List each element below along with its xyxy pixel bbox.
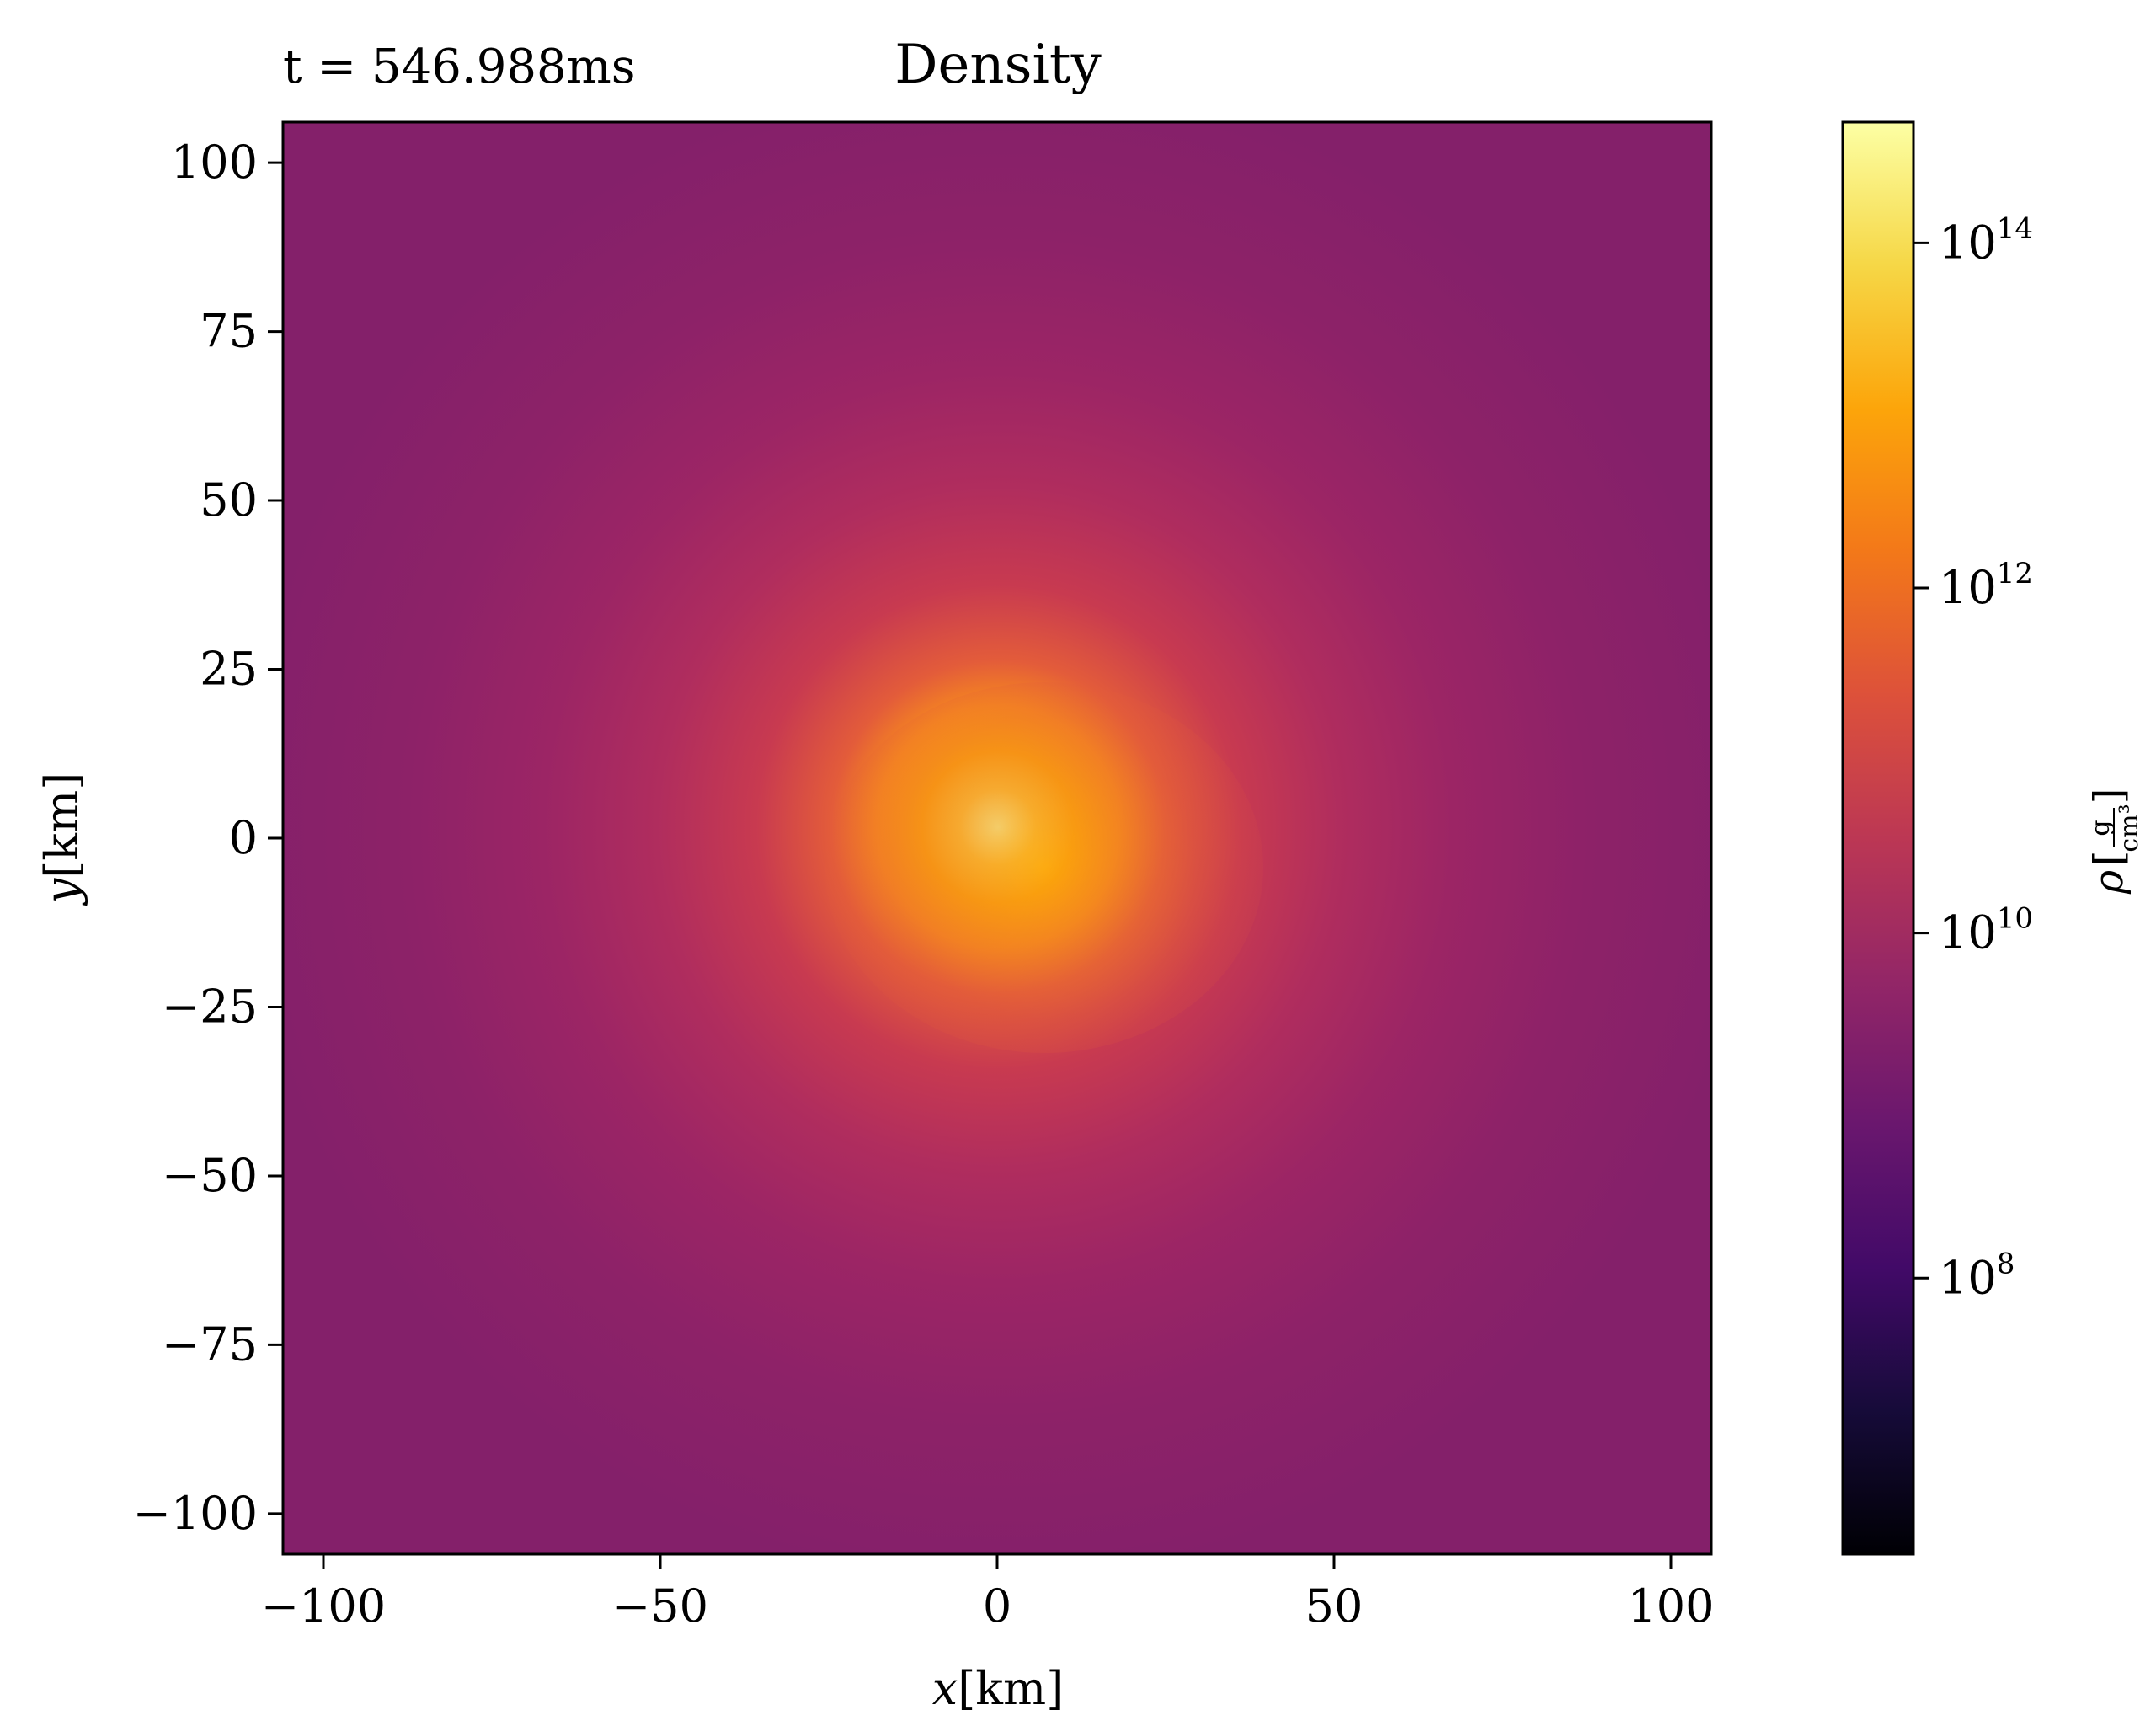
time-label: t = 546.988ms (283, 40, 635, 94)
colorbar-tick-label: 108 (1939, 1247, 2015, 1304)
colorbar-label-var: ρ (2085, 870, 2132, 895)
colorbar-gradient (1843, 122, 1913, 1554)
x-tick-label: 0 (983, 1579, 1011, 1632)
x-axis-label-unit: [km] (958, 1662, 1064, 1715)
y-tick-label: −50 (162, 1149, 258, 1202)
y-tick-label: 25 (200, 643, 258, 696)
colorbar-bracket-left: [ (2085, 851, 2132, 867)
colorbar-bracket-right: ] (2085, 788, 2132, 804)
y-axis-label-var: y (35, 877, 88, 906)
x-axis-ticks: −100 −50 0 50 100 (261, 1554, 1715, 1632)
x-tick-label: −100 (261, 1579, 386, 1632)
y-axis-label-unit: [km] (35, 772, 88, 879)
y-tick-label: −75 (162, 1317, 258, 1371)
y-tick-label: 75 (200, 305, 258, 358)
colorbar: 108 1010 1012 1014 ρ [ g cm³ ] (1841, 120, 2144, 1556)
y-tick-label: 0 (229, 811, 258, 864)
x-tick-label: 50 (1305, 1579, 1364, 1632)
colorbar-label-den: cm³ (2115, 804, 2144, 852)
y-tick-label: 100 (171, 136, 258, 189)
x-axis-label: x[km] (932, 1662, 1065, 1715)
heatmap-field (283, 122, 1711, 1554)
y-axis-label: y[km] (35, 772, 88, 906)
colorbar-ticks: 108 1010 1012 1014 (1913, 211, 2033, 1304)
x-tick-label: −50 (612, 1579, 708, 1632)
y-tick-label: −100 (133, 1487, 258, 1540)
y-axis-ticks: −100 −75 −50 −25 0 25 50 75 100 (133, 136, 283, 1540)
colorbar-tick-label: 1010 (1939, 902, 2033, 959)
x-tick-label: 100 (1627, 1579, 1714, 1632)
colorbar-tick-label: 1012 (1939, 557, 2033, 614)
colorbar-tick-label: 1014 (1939, 211, 2033, 269)
y-tick-label: 50 (200, 473, 258, 526)
x-axis-label-var: x (932, 1662, 958, 1715)
y-tick-label: −25 (162, 980, 258, 1033)
colorbar-frame (1841, 120, 1915, 1556)
chart-title: Density (894, 34, 1102, 96)
colorbar-label: ρ [ g cm³ ] (2085, 788, 2144, 895)
colorbar-label-num: g (2086, 820, 2116, 836)
spiral-arm (825, 682, 1263, 1053)
